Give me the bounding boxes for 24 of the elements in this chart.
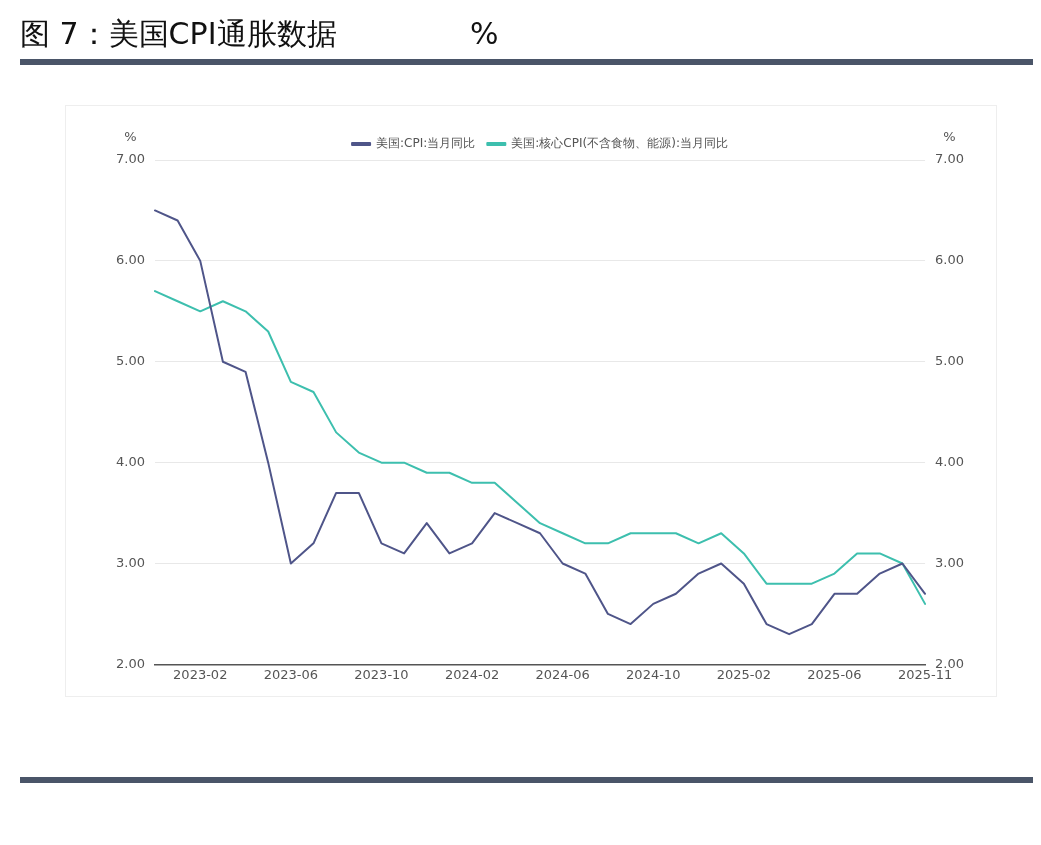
y2-tick-label: 5.00	[935, 353, 965, 369]
y2-tick-label: 4.00	[935, 454, 965, 470]
x-tick-label: 2025-02	[716, 666, 772, 682]
y-tick-label: 6.00	[115, 252, 145, 268]
y-axis-title: %	[124, 129, 137, 145]
x-tick-label: 2023-10	[354, 666, 409, 682]
y-tick-label: 7.00	[115, 151, 145, 167]
x-tick-label: 2024-06	[535, 666, 590, 682]
x-tick-label: 2024-02	[444, 666, 500, 682]
y-tick-label: 2.00	[115, 655, 145, 671]
chart-title: 图 7：美国CPI通胀数据 %	[19, 15, 500, 53]
y2-tick-label: 3.00	[935, 554, 965, 570]
y2-tick-label: 7.00	[935, 151, 965, 167]
y2-axis-title: %	[943, 129, 956, 145]
y-tick-label: 3.00	[115, 554, 145, 570]
x-tick-label: 2023-06	[263, 666, 319, 682]
x-tick-label: 2023-02	[173, 666, 228, 682]
x-tick-label: 2024-10	[626, 666, 681, 682]
y-tick-label: 5.00	[115, 353, 145, 369]
legend-label: 美国:CPI:当月同比	[376, 136, 476, 151]
y-tick-label: 4.00	[115, 454, 145, 470]
y2-tick-label: 6.00	[935, 252, 965, 268]
x-tick-label: 2025-06	[807, 666, 862, 682]
legend-label: 美国:核心CPI(不含食物、能源):当月同比	[511, 136, 728, 151]
